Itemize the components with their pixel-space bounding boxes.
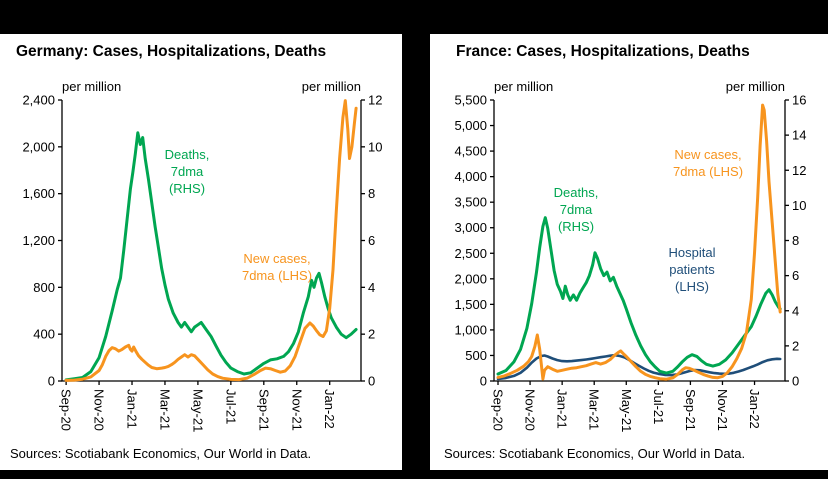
left-axis-ticks: 0 400 800 1,200 1,600 2,000 2,400 [22,93,62,389]
svg-text:800: 800 [33,280,55,295]
svg-text:Sep-21: Sep-21 [256,389,271,431]
svg-text:Nov-21: Nov-21 [715,389,730,431]
right-axis-unit-france: per million [725,79,785,94]
chart-title-germany: Germany: Cases, Hospitalizations, Deaths [16,43,327,60]
chart-svg-germany: 0 400 800 1,200 1,600 2,000 2,400 0 2 4 6 8 10 12 Sep-… [22,93,382,433]
svg-text:5,000: 5,000 [454,118,487,133]
svg-text:3,500: 3,500 [454,195,487,210]
svg-text:Nov-20: Nov-20 [523,389,538,431]
svg-text:12: 12 [792,163,806,178]
svg-text:1,500: 1,500 [454,297,487,312]
svg-text:10: 10 [368,139,382,154]
svg-text:0: 0 [48,374,55,389]
svg-text:Jan-21: Jan-21 [125,389,140,429]
svg-text:2,500: 2,500 [454,246,487,261]
svg-text:4,000: 4,000 [454,169,487,184]
chart-annotation: New cases, 7dma (LHS) [241,251,313,283]
svg-text:Mar-21: Mar-21 [587,389,602,430]
france-chart-panel: 0 500 1,000 1,500 2,000 2,500 3,000 3,500 4,000 4… [430,34,828,470]
chart-svg-france: 0 500 1,000 1,500 2,000 2,500 3,000 3,500 4,000 4… [454,93,806,433]
chart-annotation: Deaths, 7dma (RHS) [164,147,210,196]
svg-text:500: 500 [465,348,487,363]
svg-text:May-21: May-21 [619,389,634,432]
svg-text:Sep-20: Sep-20 [491,389,506,431]
series-line-germany-orange [64,99,358,382]
right-axis-ticks: 0 2 4 6 8 10 12 [361,93,382,389]
svg-text:0: 0 [480,374,487,389]
svg-text:2,400: 2,400 [22,93,55,108]
svg-text:400: 400 [33,327,55,342]
svg-text:1,000: 1,000 [454,322,487,337]
france-plot-area: 0 500 1,000 1,500 2,000 2,500 3,000 3,500 4,000 4… [430,34,828,470]
series-line-france-green [496,216,782,376]
series-line-france-blue [496,353,782,381]
svg-text:4: 4 [368,280,375,295]
series-line-germany-green [64,131,358,382]
svg-text:Jul-21: Jul-21 [223,389,238,424]
x-axis-ticks: Sep-20 Nov-20 Jan-21 Mar-21 May-21 Jul-21 Sep-… [491,381,762,432]
chart-annotation: Hospital patients (LHS) [668,245,716,294]
svg-text:2,000: 2,000 [454,271,487,286]
sources-note-germany: Sources: Scotiabank Economics, Our World… [10,446,312,461]
right-axis-ticks: 0 2 4 6 8 10 12 14 16 [785,93,806,389]
svg-text:5,500: 5,500 [454,93,487,108]
svg-text:10: 10 [792,198,806,213]
svg-text:0: 0 [368,374,375,389]
svg-text:14: 14 [792,128,806,143]
svg-text:May-21: May-21 [190,389,205,432]
svg-text:Sep-21: Sep-21 [683,389,698,431]
svg-text:Jan-21: Jan-21 [555,389,570,429]
svg-text:4: 4 [792,303,799,318]
svg-text:Nov-21: Nov-21 [289,389,304,431]
svg-text:1,600: 1,600 [22,186,55,201]
chart-annotation: Deaths, 7dma (RHS) [553,185,599,234]
chart-title-france: France: Cases, Hospitalizations, Deaths [456,43,750,60]
svg-text:16: 16 [792,93,806,108]
svg-text:1,200: 1,200 [22,233,55,248]
svg-text:Nov-20: Nov-20 [92,389,107,431]
svg-text:Mar-21: Mar-21 [157,389,172,430]
chart-annotation: New cases, 7dma (LHS) [672,147,744,179]
svg-text:12: 12 [368,93,382,108]
svg-text:Sep-20: Sep-20 [59,389,74,431]
series-line-france-orange [496,103,782,381]
svg-text:6: 6 [368,233,375,248]
svg-text:Jan-22: Jan-22 [747,389,762,429]
svg-text:0: 0 [792,374,799,389]
svg-text:Jan-22: Jan-22 [322,389,337,429]
left-axis-unit-france: per million [494,79,554,94]
svg-text:2: 2 [792,338,799,353]
svg-text:2: 2 [368,327,375,342]
svg-text:6: 6 [792,268,799,283]
germany-chart-panel: 0 400 800 1,200 1,600 2,000 2,400 0 2 4 6 8 10 12 Sep-… [0,34,402,470]
svg-text:2,000: 2,000 [22,139,55,154]
left-axis-ticks: 0 500 1,000 1,500 2,000 2,500 3,000 3,500 4,000 4… [454,93,494,389]
svg-text:4,500: 4,500 [454,144,487,159]
svg-text:8: 8 [792,233,799,248]
svg-text:8: 8 [368,186,375,201]
left-axis-unit-germany: per million [62,79,122,94]
svg-text:3,000: 3,000 [454,220,487,235]
x-axis-ticks: Sep-20 Nov-20 Jan-21 Mar-21 May-21 Jul-21 Sep-… [59,381,337,432]
right-axis-unit-germany: per million [301,79,361,94]
sources-note-france: Sources: Scotiabank Economics, Our World… [444,446,746,461]
germany-plot-area: 0 400 800 1,200 1,600 2,000 2,400 0 2 4 6 8 10 12 Sep-… [0,34,402,470]
svg-text:Jul-21: Jul-21 [651,389,666,424]
